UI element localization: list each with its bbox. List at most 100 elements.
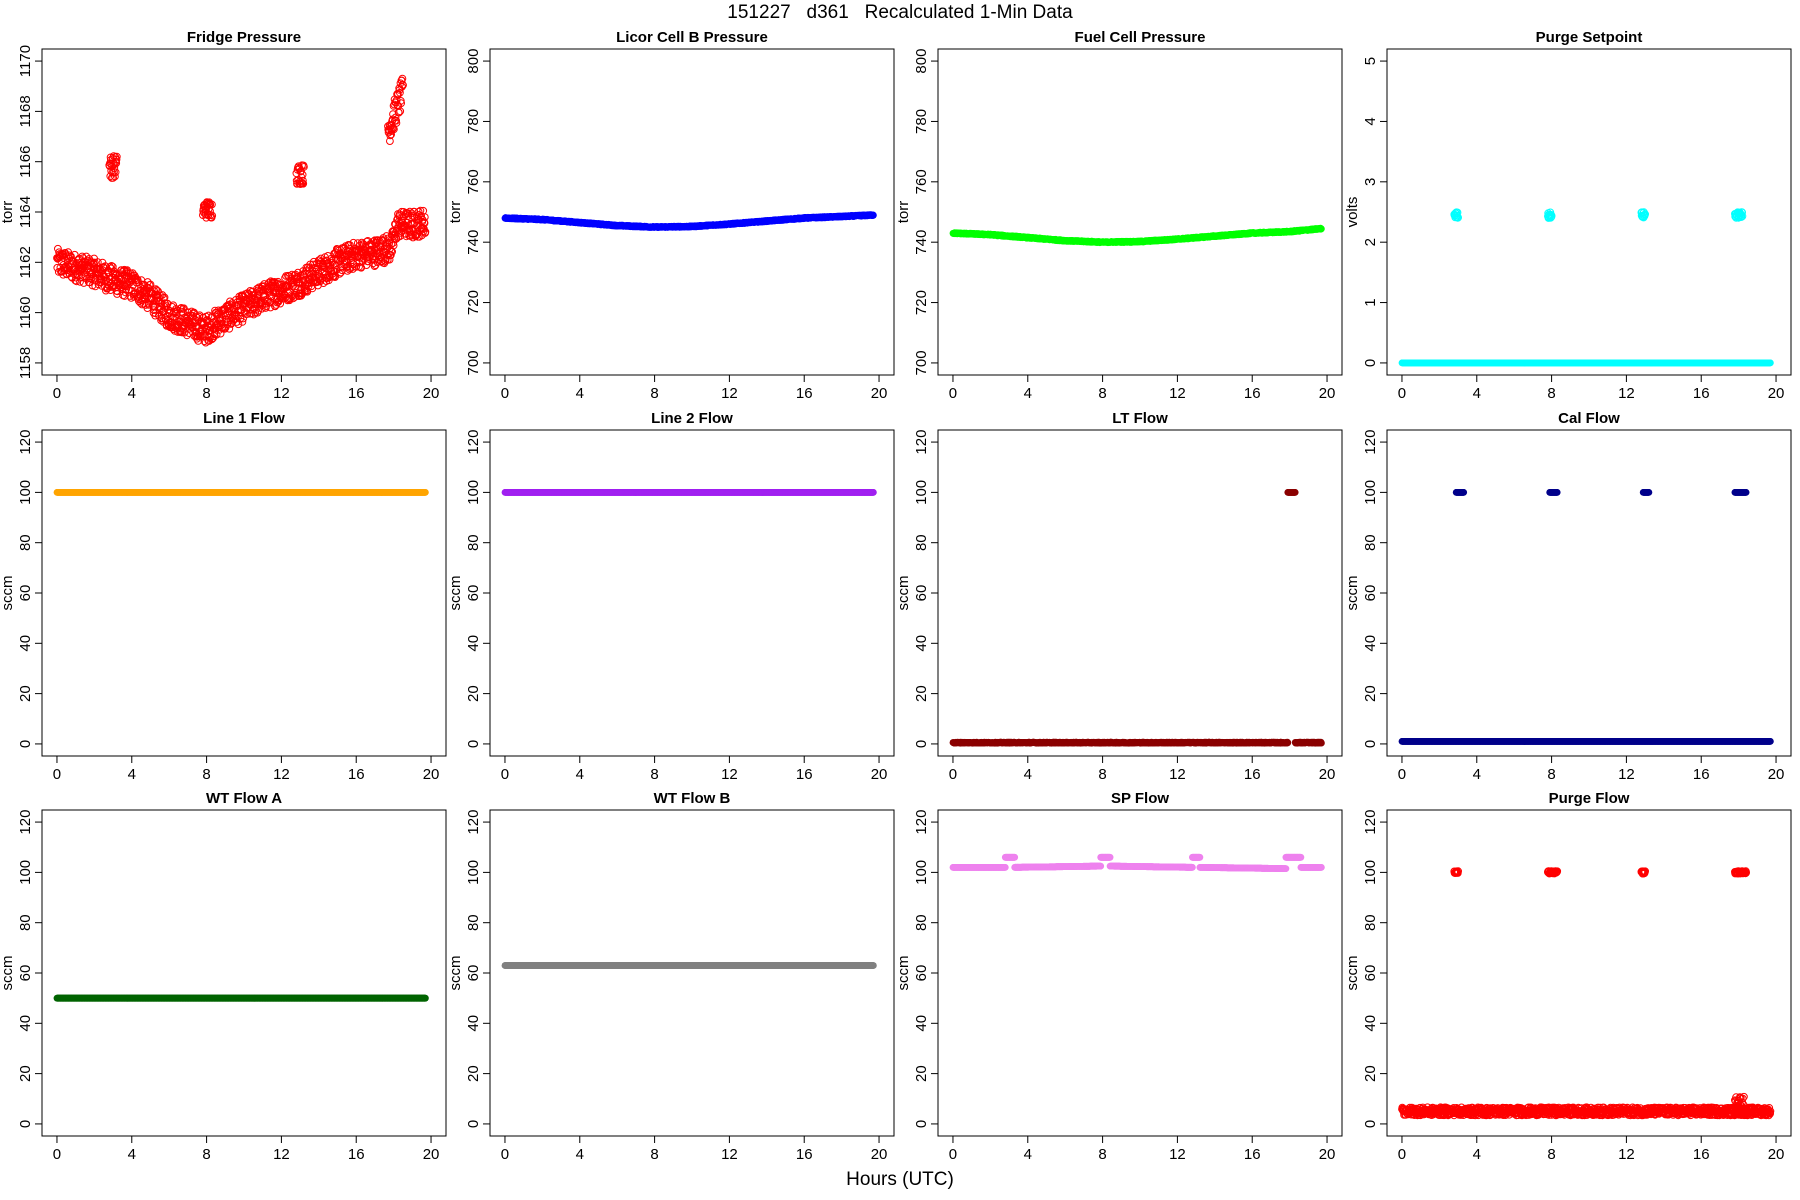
data-point bbox=[54, 244, 62, 253]
data-point bbox=[417, 212, 426, 220]
data-point bbox=[204, 311, 213, 320]
x-tick-label: 16 bbox=[1244, 385, 1261, 402]
data-point bbox=[1318, 225, 1325, 233]
y-tick-label: 700 bbox=[465, 350, 482, 375]
x-tick-label: 12 bbox=[273, 385, 290, 402]
x-tick-label: 12 bbox=[1169, 385, 1186, 402]
data-point bbox=[238, 318, 247, 326]
panel-title: Fridge Pressure bbox=[187, 29, 301, 46]
data-point bbox=[298, 170, 307, 179]
y-tick-label: 760 bbox=[465, 169, 482, 194]
data-point bbox=[62, 252, 71, 260]
x-tick-label: 0 bbox=[949, 385, 957, 402]
data-point bbox=[299, 179, 308, 188]
y-tick-label: 1160 bbox=[17, 296, 34, 328]
x-tick-label: 8 bbox=[202, 385, 210, 402]
data-point bbox=[1767, 359, 1774, 367]
data-point bbox=[180, 328, 189, 337]
data-point bbox=[405, 207, 414, 216]
x-tick-label: 12 bbox=[721, 385, 738, 402]
data-point bbox=[194, 337, 203, 345]
data-point bbox=[146, 280, 155, 289]
data-point bbox=[177, 304, 186, 312]
data-point bbox=[299, 176, 307, 185]
data-point bbox=[112, 152, 121, 161]
plot-frame bbox=[489, 48, 895, 376]
y-tick-label: 3 bbox=[1362, 178, 1379, 186]
data-point bbox=[397, 99, 406, 108]
y-tick-label: 740 bbox=[913, 230, 930, 255]
data-point bbox=[111, 168, 120, 177]
data-point bbox=[168, 303, 177, 311]
x-tick-label: 0 bbox=[1398, 385, 1406, 402]
y-tick-label: 760 bbox=[913, 169, 930, 194]
data-point bbox=[76, 277, 84, 286]
y-tick-label: 2 bbox=[1362, 238, 1379, 246]
data-point bbox=[370, 262, 379, 271]
data-point bbox=[396, 107, 405, 116]
data-point bbox=[399, 81, 407, 90]
y-tick-label: 0 bbox=[1362, 359, 1379, 367]
data-point bbox=[870, 211, 877, 219]
y-tick-label: 1162 bbox=[17, 246, 34, 278]
y-tick-label: 1166 bbox=[17, 146, 34, 178]
x-tick-label: 16 bbox=[348, 385, 365, 402]
y-axis-label: torr bbox=[447, 201, 464, 224]
data-point bbox=[105, 162, 114, 170]
y-tick-label: 780 bbox=[465, 109, 482, 134]
x-tick-label: 20 bbox=[423, 385, 440, 402]
data-point bbox=[72, 277, 81, 286]
data-point bbox=[251, 300, 259, 308]
data-point bbox=[1453, 208, 1462, 217]
data-point bbox=[391, 230, 400, 239]
x-tick-label: 4 bbox=[576, 385, 584, 402]
data-points bbox=[53, 74, 430, 347]
data-points bbox=[1398, 208, 1774, 367]
data-point bbox=[151, 311, 160, 320]
x-tick-label: 20 bbox=[1319, 385, 1336, 402]
plot-frame bbox=[41, 48, 447, 376]
y-tick-label: 700 bbox=[913, 350, 930, 375]
y-axis-label: torr bbox=[895, 201, 912, 224]
data-point bbox=[200, 337, 209, 346]
y-tick-label: 800 bbox=[913, 49, 930, 74]
data-point bbox=[208, 200, 216, 209]
data-point bbox=[159, 294, 168, 303]
data-point bbox=[208, 211, 217, 220]
data-point bbox=[286, 294, 295, 303]
data-point bbox=[231, 311, 239, 319]
y-axis-label: torr bbox=[0, 201, 16, 224]
y-tick-label: 780 bbox=[913, 109, 930, 134]
data-point bbox=[183, 331, 191, 340]
panel-title: Purge Setpoint bbox=[1536, 29, 1643, 46]
x-tick-label: 8 bbox=[1098, 385, 1106, 402]
y-tick-label: 1164 bbox=[17, 196, 34, 228]
x-tick-label: 20 bbox=[871, 385, 888, 402]
data-point bbox=[420, 219, 429, 228]
panel-title: Fuel Cell Pressure bbox=[1075, 29, 1206, 46]
data-point bbox=[378, 249, 387, 258]
data-point bbox=[300, 163, 308, 171]
data-point bbox=[234, 320, 243, 329]
data-point bbox=[67, 252, 75, 261]
x-tick-label: 16 bbox=[1693, 385, 1710, 402]
data-point bbox=[395, 108, 403, 117]
y-tick-label: 1170 bbox=[17, 45, 34, 77]
y-tick-label: 4 bbox=[1362, 117, 1379, 125]
data-point bbox=[118, 267, 127, 276]
data-point bbox=[220, 325, 229, 333]
x-tick-label: 12 bbox=[1618, 385, 1635, 402]
y-axis-label: volts bbox=[1344, 197, 1361, 228]
data-point bbox=[111, 172, 119, 181]
x-tick-label: 4 bbox=[128, 385, 136, 402]
x-tick-label: 0 bbox=[501, 385, 509, 402]
data-point bbox=[152, 286, 161, 295]
y-tick-label: 1 bbox=[1362, 298, 1379, 306]
data-point bbox=[343, 267, 352, 275]
panel-title: Licor Cell B Pressure bbox=[616, 29, 768, 46]
